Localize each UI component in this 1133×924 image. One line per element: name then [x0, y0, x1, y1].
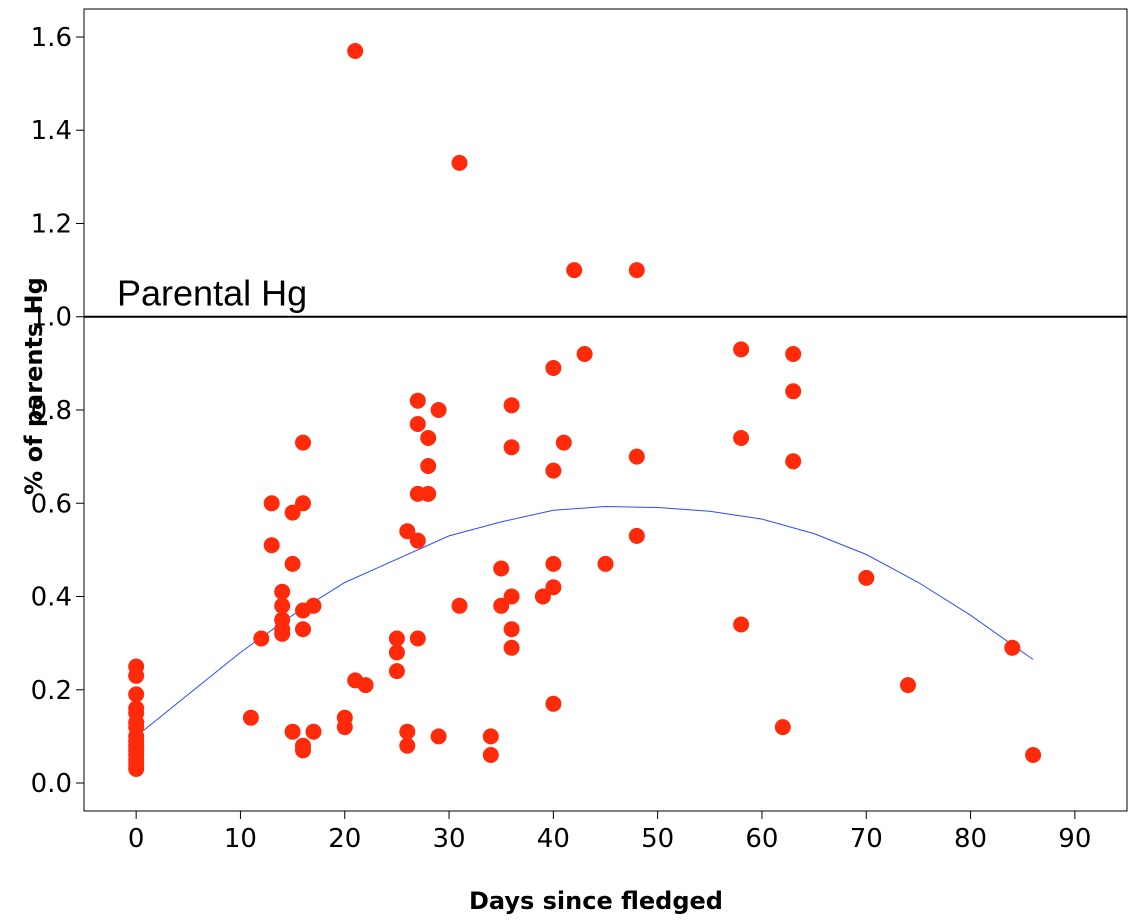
data-point: [493, 560, 510, 577]
data-point: [733, 616, 750, 633]
data-point: [503, 588, 520, 605]
data-point: [263, 495, 280, 512]
data-point: [733, 341, 750, 358]
data-point: [785, 453, 802, 470]
data-point: [430, 402, 447, 418]
data-point: [128, 686, 145, 703]
data-point: [1025, 747, 1042, 763]
data-point: [785, 346, 802, 362]
data-point: [253, 630, 270, 647]
data-point: [409, 392, 426, 409]
data-point: [388, 663, 405, 680]
data-point: [628, 527, 645, 544]
y-tick-label: 0.0: [31, 769, 72, 799]
data-point: [388, 630, 405, 647]
data-point: [545, 555, 562, 572]
data-point: [503, 439, 520, 456]
data-point: [399, 737, 416, 754]
data-point: [597, 555, 614, 572]
data-point: [284, 723, 301, 740]
data-point: [263, 537, 280, 554]
x-tick-label: 80: [954, 824, 987, 854]
data-point: [295, 434, 311, 451]
data-point: [274, 597, 291, 614]
x-tick-label: 0: [128, 824, 145, 854]
plot-frame: [83, 8, 1128, 812]
data-point: [545, 695, 562, 712]
data-point: [534, 588, 551, 605]
data-point: [128, 761, 145, 777]
y-axis-title: % of parents Hg: [20, 277, 48, 495]
data-point: [284, 504, 301, 521]
x-tick-label: 50: [641, 824, 674, 854]
data-point: [503, 397, 520, 414]
x-tick-label: 60: [745, 824, 778, 854]
data-point: [409, 630, 426, 647]
x-axis: 0 10 20 30 40 50 60 70 80 90: [128, 811, 1091, 854]
data-point: [503, 621, 520, 638]
data-point: [430, 728, 447, 745]
data-point: [274, 583, 291, 600]
data-point: [555, 434, 572, 451]
y-tick-label: 1.2: [31, 209, 72, 239]
data-point: [399, 723, 416, 740]
data-point: [785, 383, 802, 400]
data-point: [628, 262, 645, 279]
y-axis: 0.0 0.2 0.4 0.6 0.8 1.0 1.2 1.4 1.6: [31, 23, 84, 799]
x-tick-label: 90: [1058, 824, 1091, 854]
data-point: [628, 448, 645, 465]
y-tick-label: 1.6: [31, 23, 72, 53]
data-point: [566, 262, 583, 279]
parental-hg-label: Parental Hg: [117, 273, 307, 314]
data-point: [336, 719, 353, 736]
data-point: [409, 532, 426, 549]
data-point: [900, 677, 916, 694]
x-tick-label: 10: [224, 824, 257, 854]
data-point: [420, 485, 437, 502]
data-point: [420, 458, 437, 474]
data-point: [295, 742, 311, 759]
y-tick-label: 0.2: [31, 676, 72, 706]
data-point: [305, 597, 322, 614]
data-point: [545, 462, 562, 479]
data-point: [482, 728, 499, 745]
data-point: [295, 621, 311, 638]
data-point: [733, 430, 750, 446]
data-point: [388, 644, 405, 661]
data-point: [503, 639, 520, 656]
data-point: [451, 154, 468, 171]
x-tick-label: 20: [328, 824, 361, 854]
data-point: [420, 430, 437, 446]
data-points: [128, 43, 1042, 777]
data-point: [242, 709, 259, 726]
data-point: [399, 523, 416, 540]
data-point: [576, 346, 593, 362]
data-point: [482, 747, 499, 763]
data-point: [1004, 639, 1021, 656]
x-axis-title: Days since fledged: [469, 887, 723, 915]
data-point: [409, 416, 426, 432]
data-point: [858, 569, 875, 586]
data-point: [357, 677, 374, 694]
data-point: [347, 43, 364, 59]
y-tick-label: 0.6: [31, 489, 72, 519]
y-tick-label: 1.4: [31, 116, 72, 146]
data-point: [128, 667, 145, 684]
x-tick-label: 30: [433, 824, 466, 854]
data-point: [545, 360, 562, 376]
y-tick-label: 0.4: [31, 583, 72, 613]
y-tick-label: 1.0: [31, 303, 72, 333]
x-tick-label: 70: [850, 824, 883, 854]
data-point: [295, 495, 311, 512]
data-point: [774, 719, 791, 736]
data-point: [305, 723, 322, 740]
data-point: [493, 597, 510, 614]
data-point: [284, 555, 301, 572]
data-point: [545, 579, 562, 596]
y-tick-label: 0.8: [31, 396, 72, 426]
x-tick-label: 40: [537, 824, 570, 854]
data-point: [451, 597, 468, 614]
data-point: [274, 625, 291, 642]
